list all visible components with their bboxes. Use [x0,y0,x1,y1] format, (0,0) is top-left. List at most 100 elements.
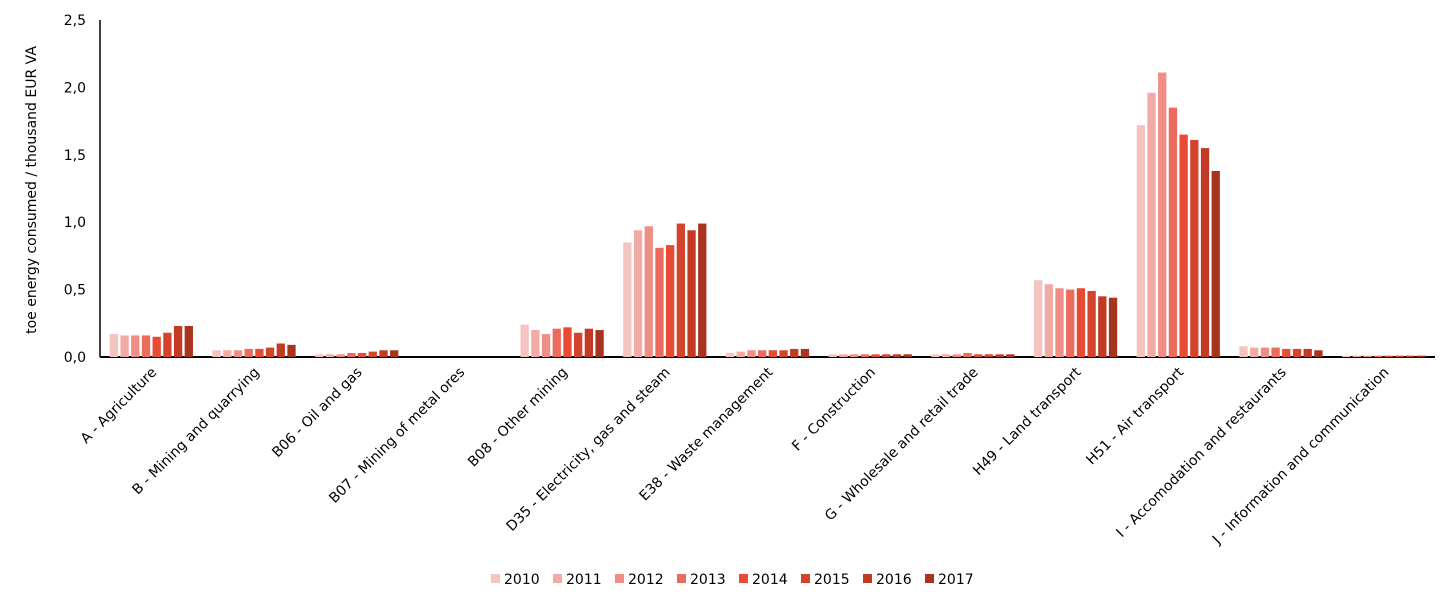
bar-2010 [1342,355,1351,357]
bar-2013 [1066,289,1075,357]
bar-2016 [1098,296,1107,357]
bar-2014 [974,354,983,357]
legend-swatch-2013 [677,574,686,583]
bar-2013 [244,348,253,357]
bar-2015 [1395,355,1404,357]
bar-2014 [1282,348,1291,357]
x-tick-label: F - Construction [789,365,879,455]
bar-2015 [882,354,891,357]
bar-2010 [109,334,119,357]
y-tick-label: 0,0 [64,350,86,366]
bar-2017 [903,354,912,357]
bar-2011 [633,230,643,357]
bar-2010 [520,324,529,357]
bar-2017 [595,330,604,357]
bar-2011 [223,350,232,357]
bar-2012 [1055,288,1064,357]
bar-2014 [871,354,880,357]
bar-2017 [1314,350,1323,357]
bar-2017 [1416,355,1426,357]
x-tick-label: H49 - Land transport [970,364,1085,479]
bar-2017 [1108,297,1118,357]
bar-2013 [1168,107,1178,358]
bar-2015 [368,351,377,357]
y-tick-label: 1,5 [64,148,86,164]
bar-2012 [131,335,140,357]
bar-2015 [984,354,994,357]
bar-2014 [666,245,675,357]
bar-2014 [255,348,264,357]
bar-2011 [120,335,129,357]
bar-2015 [574,332,583,357]
bar-2016 [892,354,902,357]
bar-2012 [233,350,243,357]
legend-label: 2016 [876,572,912,588]
legend-label: 2017 [938,572,974,588]
bar-2017 [184,325,193,357]
x-tick-label: J - Information and communication [1209,365,1393,549]
bar-2011 [839,354,848,357]
bar-2014 [1384,355,1394,357]
bar-2011 [1250,347,1259,357]
bar-2014 [1076,288,1086,357]
bar-2015 [779,350,788,357]
legend-swatch-2016 [863,574,872,583]
bar-2011 [325,354,335,357]
bar-2015 [163,332,172,357]
bar-2016 [1200,148,1210,357]
bar-2014 [357,352,367,357]
x-tick-label: A - Agriculture [78,365,160,447]
bar-2011 [941,354,951,357]
bar-2016 [379,350,388,357]
legend-label: 2014 [752,572,788,588]
x-tick-label: H51 - Air transport [1083,364,1187,468]
bar-2013 [963,352,972,357]
bar-2010 [623,242,632,357]
x-tick-label: B06 - Oil and gas [269,365,365,461]
legend-swatch-2012 [615,574,624,583]
bar-2017 [800,348,810,357]
bar-2013 [552,328,561,357]
bar-2010 [725,352,735,357]
bar-2013 [758,350,767,357]
bar-2012 [644,226,653,357]
bar-2010 [931,354,940,357]
bar-2012 [1158,72,1167,358]
bar-2013 [860,354,869,357]
bar-2012 [541,334,551,357]
y-tick-label: 2,5 [64,13,86,29]
legend-swatch-2011 [553,574,562,583]
legend-label: 2010 [504,572,540,588]
bar-2015 [265,347,275,357]
bar-2012 [747,350,756,357]
y-axis-title: toe energy consumed / thousand EUR VA [24,46,40,334]
bar-2016 [687,230,696,357]
bar-2014 [768,350,777,357]
legend-label: 2015 [814,572,850,588]
bar-2013 [1374,355,1383,357]
bar-2011 [1147,92,1156,358]
bar-2016 [276,343,285,357]
bar-2016 [995,354,1004,357]
x-tick-label: D35 - Electricity, gas and steam [503,365,673,535]
legend-label: 2013 [690,572,726,588]
bar-2014 [1179,134,1188,357]
y-tick-label: 0,5 [64,283,86,299]
bar-2012 [1260,347,1270,357]
bar-2016 [173,325,183,357]
y-tick-label: 1,0 [64,215,86,231]
bar-2016 [1303,348,1312,357]
bar-2010 [1239,346,1248,357]
bar-2010 [1136,125,1145,357]
legend-swatch-2017 [925,574,934,583]
bar-2011 [531,330,540,357]
legend-label: 2011 [566,572,602,588]
bar-2013 [1271,347,1280,357]
legend-swatch-2014 [739,574,748,583]
legend-swatch-2015 [801,574,810,583]
bar-2017 [698,223,707,357]
bar-2014 [152,336,161,357]
bar-2012 [336,354,345,357]
